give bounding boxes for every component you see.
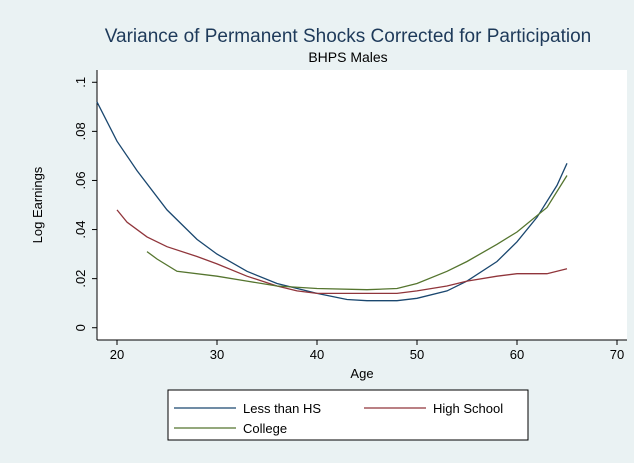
y-tick-label: .02: [73, 270, 88, 288]
chart-subtitle: BHPS Males: [308, 49, 387, 65]
x-tick-label: 40: [310, 347, 324, 362]
chart-title: Variance of Permanent Shocks Corrected f…: [105, 26, 592, 47]
x-tick-label: 20: [110, 347, 124, 362]
y-tick-label: 0: [73, 324, 88, 331]
plot-area: [97, 70, 627, 340]
data-line: [96, 101, 568, 302]
y-tick-label: .06: [73, 171, 88, 189]
data-line: [146, 175, 568, 291]
x-tick-label: 60: [510, 347, 524, 362]
legend-label: College: [243, 421, 287, 436]
x-tick-label: 50: [410, 347, 424, 362]
legend: [167, 389, 529, 441]
data-line: [116, 209, 568, 295]
x-axis-title: Age: [350, 366, 373, 381]
y-tick-label: .1: [73, 77, 88, 88]
legend-label: Less than HS: [243, 401, 321, 416]
x-tick-label: 30: [210, 347, 224, 362]
y-tick-label: .08: [73, 122, 88, 140]
x-tick-label: 70: [610, 347, 624, 362]
legend-label: High School: [433, 401, 503, 416]
y-tick-label: .04: [73, 221, 88, 239]
y-axis-title: Log Earnings: [30, 166, 45, 243]
